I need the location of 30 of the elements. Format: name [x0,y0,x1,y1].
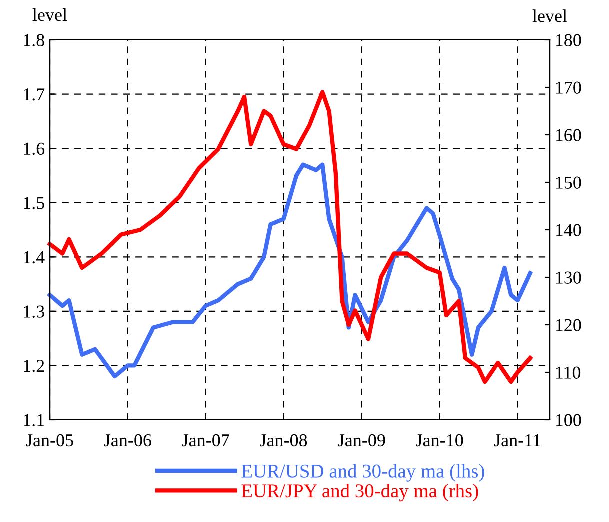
y-tick-label: 1.5 [24,197,44,210]
y-tick-label: 1.1 [24,414,44,427]
y2-tick-label: 180 [556,34,582,46]
y-tick-label: 1.4 [24,251,45,264]
legend-label: EUR/USD and 30-day ma (lhs) [242,464,484,482]
y2-tick-label: 130 [556,272,582,284]
y-tick-label: 1.3 [24,306,44,318]
x-tick-label: Jan-11 [494,434,540,447]
y2-axis-title: level [532,10,568,22]
y2-tick-label: 140 [556,224,582,236]
line-series [48,162,532,379]
y2-tick-label: 170 [556,82,582,94]
y-tick-label: 1.8 [24,34,44,47]
y-axis-title: level [32,8,68,22]
x-tick-label: Jan-09 [338,434,386,447]
x-tick-label: Jan-05 [26,434,74,447]
line-series [48,90,532,384]
y2-tick-label: 110 [556,366,581,379]
x-tick-label: Jan-06 [104,434,152,447]
x-tick-label: Jan-07 [182,434,230,447]
y2-tick-label: 100 [556,414,582,426]
y-tick-label: 1.7 [24,88,45,101]
y-tick-label: 1.2 [24,360,44,372]
x-tick-label: Jan-08 [260,434,308,447]
y2-tick-label: 160 [556,129,582,142]
legend-label: EUR/JPY and 30-day ma (rhs) [242,484,478,502]
y-tick-label: 1.6 [24,142,45,156]
x-tick-label: Jan-10 [416,434,464,447]
y2-tick-label: 150 [556,176,582,189]
y2-tick-label: 120 [556,319,582,332]
